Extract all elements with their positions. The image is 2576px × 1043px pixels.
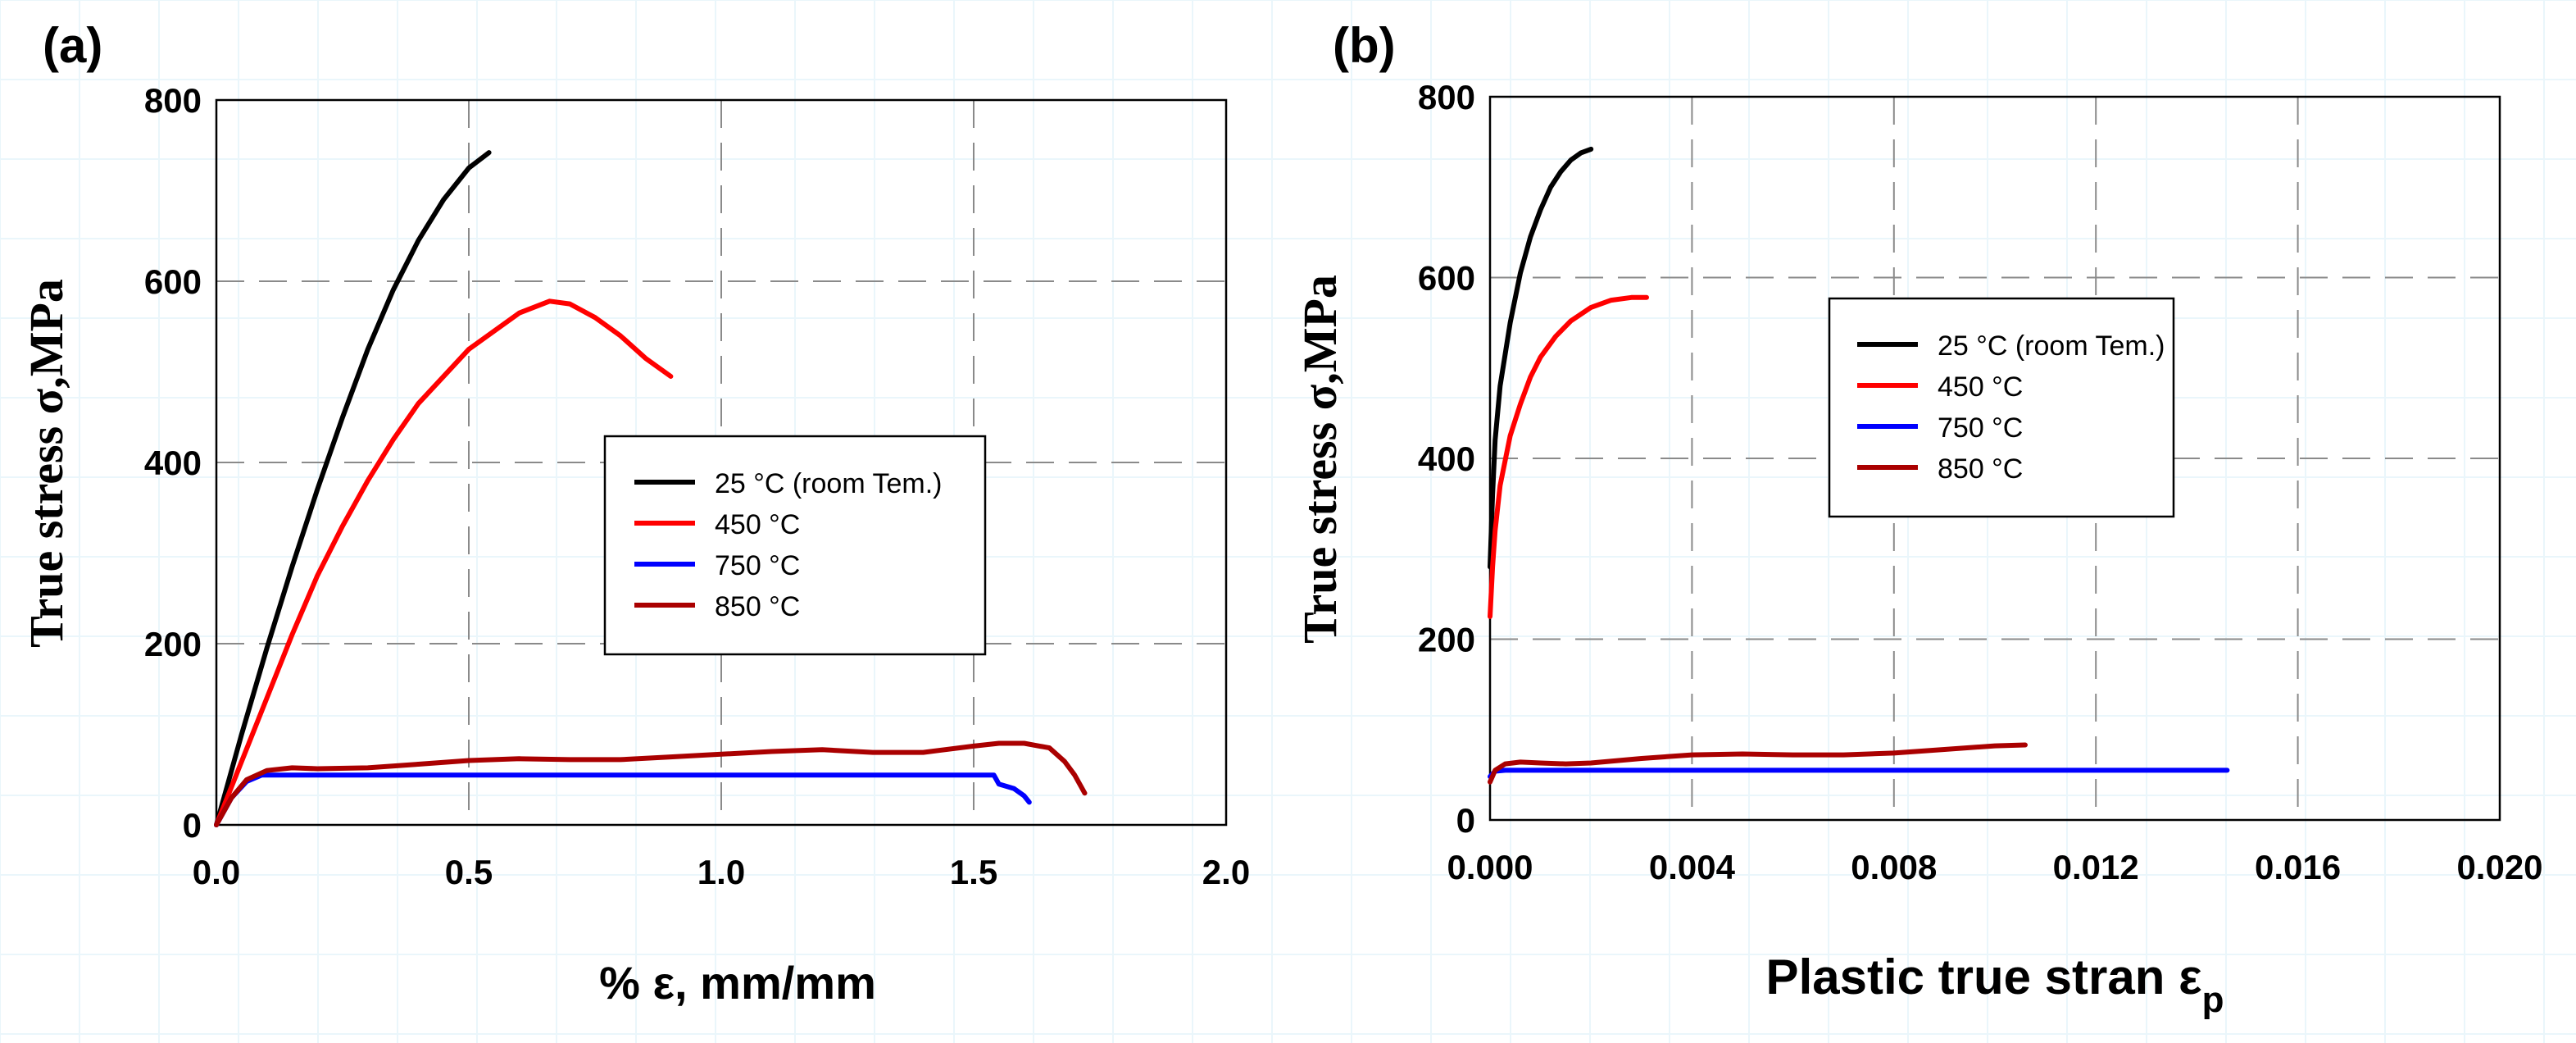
- panel-b-y-axis: 0 200 400 600 800: [1418, 78, 1475, 840]
- panel-b-ytick-label: 600: [1418, 259, 1475, 298]
- panel-b-ytick-label: 800: [1418, 78, 1475, 116]
- panel-b-label: (b): [1333, 18, 1396, 73]
- series-line: [214, 740, 1088, 827]
- panel-b-xtick-label: 0.016: [2255, 848, 2341, 886]
- panel-b-series: [1488, 146, 2230, 785]
- panel-b-xtick-label: 0.000: [1447, 848, 1533, 886]
- panel-a-label: (a): [43, 18, 102, 73]
- panel-a-legend-label: 450 °C: [715, 509, 800, 540]
- series-line: [1488, 146, 1594, 570]
- panel-b-plot-frame: [1488, 95, 2501, 822]
- panel-b-x-axis-title-subscript: p: [2202, 980, 2224, 1020]
- panel-a-y-axis-title: True stress σ,MPa: [20, 279, 73, 648]
- panel-b: (b) 0 200 400 600 800 0.000 0.004 0.008 …: [1293, 18, 2543, 1020]
- panel-b-x-axis: 0.000 0.004 0.008 0.012 0.016 0.020: [1447, 848, 2542, 886]
- panel-a-x-axis-title: % ε, mm/mm: [599, 957, 876, 1009]
- panel-b-legend-label: 850 °C: [1938, 453, 2023, 485]
- series-line: [214, 298, 674, 827]
- series-line: [1488, 767, 2230, 780]
- panel-a-ytick-label: 600: [144, 262, 202, 301]
- panel-b-ytick-label: 0: [1456, 801, 1475, 840]
- series-line: [214, 772, 1032, 827]
- series-line: [1488, 742, 2028, 785]
- panel-a-xtick-label: 2.0: [1202, 853, 1250, 891]
- panel-b-x-axis-title: Plastic true stran εp: [1766, 950, 2224, 1020]
- panel-b-xtick-label: 0.008: [1851, 848, 1937, 886]
- panel-a-xtick-label: 0.5: [445, 853, 493, 891]
- panel-a-legend-box: [603, 435, 987, 656]
- panel-a-xtick-label: 1.0: [697, 853, 745, 891]
- panel-b-ytick-label: 400: [1418, 440, 1475, 478]
- panel-a-legend-label: 25 °C (room Tem.): [715, 468, 942, 499]
- panel-b-legend: 25 °C (room Tem.) 450 °C 750 °C 850 °C: [1828, 297, 2175, 518]
- panel-a-ytick-label: 0: [183, 806, 202, 845]
- series-line: [214, 150, 492, 827]
- panel-b-legend-label: 450 °C: [1938, 371, 2023, 403]
- panel-a-series: [214, 150, 1088, 827]
- panel-b-y-axis-title: True stress σ,MPa: [1293, 275, 1347, 644]
- panel-a-xtick-label: 0.0: [193, 853, 240, 891]
- panel-a-y-axis: 0 200 400 600 800: [144, 81, 202, 845]
- panel-a-ytick-label: 400: [144, 444, 202, 482]
- panel-b-xtick-label: 0.012: [2053, 848, 2139, 886]
- panel-a-ytick-label: 200: [144, 625, 202, 663]
- panel-b-xtick-label: 0.020: [2456, 848, 2542, 886]
- panel-b-x-axis-title-main: Plastic true stran ε: [1766, 950, 2202, 1004]
- panel-b-legend-label: 25 °C (room Tem.): [1938, 330, 2165, 362]
- panel-a: (a) 0 200 400 600 800 0.0 0.5 1.0 1.5 2.…: [20, 18, 1250, 1009]
- panel-a-ytick-label: 800: [144, 81, 202, 120]
- panel-a-plot-frame: [215, 98, 1228, 827]
- panel-b-xtick-label: 0.004: [1649, 848, 1736, 886]
- panel-b-legend-box: [1828, 297, 2175, 518]
- panel-b-ytick-label: 200: [1418, 621, 1475, 659]
- series-line: [1488, 294, 1649, 619]
- panel-a-legend: 25 °C (room Tem.) 450 °C 750 °C 850 °C: [603, 435, 987, 656]
- panel-a-x-axis: 0.0 0.5 1.0 1.5 2.0: [193, 853, 1250, 891]
- panel-b-legend-label: 750 °C: [1938, 412, 2023, 444]
- panel-a-legend-label: 750 °C: [715, 550, 800, 581]
- panel-a-xtick-label: 1.5: [950, 853, 997, 891]
- panel-a-legend-label: 850 °C: [715, 591, 800, 622]
